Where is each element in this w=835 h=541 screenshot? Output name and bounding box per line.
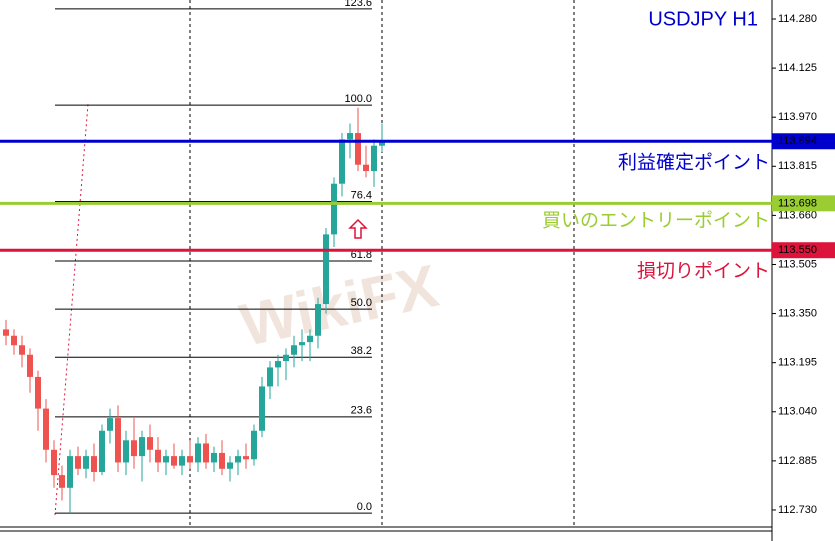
y-tick-label: 114.280 bbox=[778, 13, 817, 25]
candle-body bbox=[251, 430, 257, 460]
candle-body bbox=[131, 440, 137, 457]
fib-label: 0.0 bbox=[357, 501, 372, 513]
candle-body bbox=[67, 456, 73, 488]
candle-body bbox=[179, 456, 185, 466]
candle-body bbox=[291, 345, 297, 355]
candle-body bbox=[11, 335, 17, 346]
candle-body bbox=[203, 443, 209, 463]
fib-label: 50.0 bbox=[351, 297, 372, 309]
candle-body bbox=[99, 430, 105, 472]
level-annotation: 損切りポイント bbox=[637, 260, 770, 282]
level-tag bbox=[772, 195, 835, 212]
candle-body bbox=[299, 342, 305, 346]
entry-arrow bbox=[348, 218, 368, 239]
level-label: 113.698 bbox=[778, 197, 817, 209]
candle-body bbox=[59, 475, 65, 488]
y-tick-label: 113.040 bbox=[778, 406, 817, 418]
candle-body bbox=[283, 354, 289, 362]
candle-body bbox=[3, 329, 9, 336]
y-tick-label: 113.505 bbox=[778, 258, 817, 270]
candle-body bbox=[171, 456, 177, 466]
level-tag bbox=[772, 133, 835, 150]
candle-body bbox=[19, 345, 25, 355]
candle-body bbox=[331, 183, 337, 235]
y-tick-label: 113.660 bbox=[778, 209, 817, 221]
candle-body bbox=[259, 386, 265, 431]
candle-body bbox=[195, 443, 201, 463]
fib-label: 23.6 bbox=[351, 405, 372, 417]
level-label: 113.550 bbox=[778, 244, 817, 256]
candle-body bbox=[267, 367, 273, 387]
candle-body bbox=[91, 456, 97, 472]
candle-body bbox=[163, 456, 169, 463]
candle-body bbox=[347, 133, 353, 140]
level-annotation: 買いのエントリーポイント bbox=[542, 209, 770, 231]
candle-body bbox=[147, 437, 153, 450]
candle-body bbox=[275, 361, 281, 368]
y-tick-label: 113.195 bbox=[778, 357, 817, 369]
candle-body bbox=[27, 354, 33, 377]
candle-body bbox=[323, 234, 329, 305]
candle-body bbox=[339, 139, 345, 184]
candle-body bbox=[371, 145, 377, 172]
candle-body bbox=[227, 462, 233, 469]
y-tick-label: 112.730 bbox=[778, 504, 817, 516]
candle-body bbox=[35, 376, 41, 409]
candle-body bbox=[107, 418, 113, 431]
candle-body bbox=[115, 418, 121, 463]
fib-label: 61.8 bbox=[351, 249, 372, 261]
y-tick-label: 113.970 bbox=[778, 111, 817, 123]
candle-body bbox=[187, 456, 193, 463]
level-tag bbox=[772, 242, 835, 259]
fib-label: 76.4 bbox=[351, 189, 372, 201]
candle-body bbox=[379, 142, 385, 146]
candle-body bbox=[315, 304, 321, 336]
candle-body bbox=[355, 133, 361, 165]
fib-label: 38.2 bbox=[351, 345, 372, 357]
candle-body bbox=[123, 440, 129, 463]
candle-body bbox=[307, 335, 313, 343]
y-tick-label: 112.885 bbox=[778, 455, 817, 467]
candle-body bbox=[243, 456, 249, 460]
y-tick-label: 113.815 bbox=[778, 160, 817, 172]
time-grid bbox=[189, 0, 575, 527]
candle-body bbox=[51, 449, 57, 476]
level-annotation: 利益確定ポイント bbox=[618, 151, 770, 173]
fib-label: 123.6 bbox=[344, 0, 372, 9]
candle-body bbox=[83, 456, 89, 469]
candle-body bbox=[155, 449, 161, 463]
candle-body bbox=[219, 452, 225, 469]
candle-body bbox=[139, 437, 145, 457]
candle-body bbox=[211, 452, 217, 463]
candle-body bbox=[75, 456, 81, 469]
candle-body bbox=[43, 408, 49, 450]
candle-body bbox=[363, 164, 369, 172]
y-tick-label: 114.125 bbox=[778, 62, 817, 74]
fib-label: 100.0 bbox=[344, 93, 372, 105]
candle-body bbox=[235, 456, 241, 463]
level-label: 113.894 bbox=[778, 135, 817, 147]
chart-title: USDJPY H1 bbox=[648, 8, 758, 30]
y-tick-label: 113.350 bbox=[778, 307, 817, 319]
